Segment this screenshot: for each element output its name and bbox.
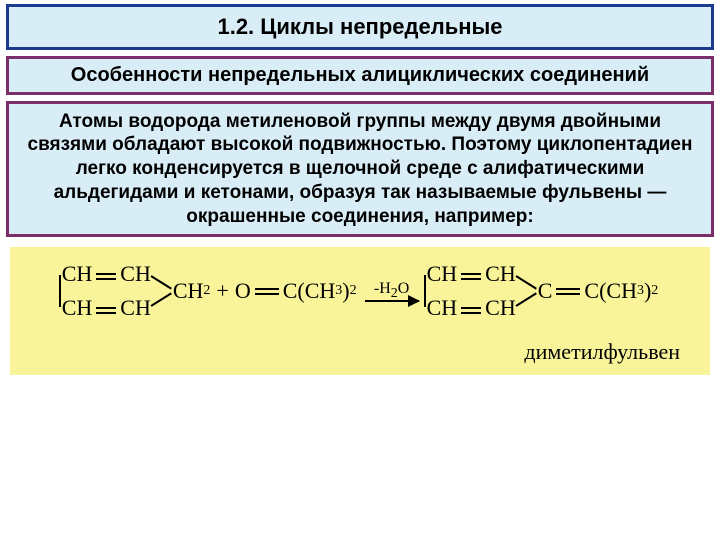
- atom-label: O: [235, 278, 251, 304]
- plus-sign: +: [216, 278, 228, 304]
- section-subtitle: Особенности непредельных алициклических …: [6, 56, 714, 95]
- double-bond-icon: [96, 273, 116, 280]
- atom-label: CH: [427, 295, 458, 320]
- product-fulvene: CH CH CH CH C C(CH3)2: [427, 261, 659, 321]
- section-title: 1.2. Циклы непредельные: [6, 4, 714, 50]
- arrow-condition: -H: [374, 280, 391, 297]
- reagent-acetone: O C(CH3)2: [235, 278, 357, 304]
- reaction-arrow: -H2O: [365, 280, 419, 302]
- atom-label: CH: [62, 295, 93, 320]
- atom-label: ): [342, 278, 349, 304]
- atom-label: CH: [427, 261, 458, 286]
- body-paragraph: Атомы водорода метиленовой группы между …: [6, 101, 714, 238]
- subscript: 3: [335, 283, 342, 299]
- double-bond-icon: [556, 288, 580, 295]
- atom-label: C: [538, 278, 553, 304]
- subscript: 3: [637, 283, 644, 299]
- atom-label: CH: [485, 261, 516, 286]
- reaction-equation: CHCH CHCH CH2 + O C(CH3)2 -H2O: [20, 261, 700, 321]
- bond-angle-icon: [516, 261, 538, 321]
- atom-label: C(CH: [283, 278, 336, 304]
- subscript: 2: [350, 283, 357, 299]
- subscript: 2: [203, 283, 210, 299]
- atom-label: CH: [173, 278, 204, 304]
- atom-label: CH: [120, 261, 151, 286]
- atom-label: CH: [485, 295, 516, 320]
- double-bond-icon: [255, 288, 279, 295]
- subscript: 2: [651, 283, 658, 299]
- subscript: 2: [391, 286, 398, 301]
- double-bond-icon: [461, 273, 481, 280]
- atom-label: CH: [120, 295, 151, 320]
- product-name: диметилфульвен: [20, 339, 700, 365]
- reagent-cyclopentadiene: CHCH CHCH CH2: [62, 261, 211, 321]
- double-bond-icon: [461, 307, 481, 314]
- reaction-panel: CHCH CHCH CH2 + O C(CH3)2 -H2O: [10, 247, 710, 375]
- bond-angle-icon: [151, 261, 173, 321]
- atom-label: ): [644, 278, 651, 304]
- atom-label: C(CH: [584, 278, 637, 304]
- atom-label: CH: [62, 261, 93, 286]
- double-bond-icon: [96, 307, 116, 314]
